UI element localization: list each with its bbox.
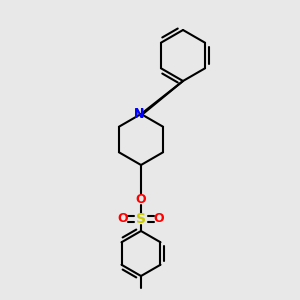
Text: N: N <box>134 106 145 120</box>
Text: O: O <box>118 212 128 226</box>
Text: N: N <box>134 107 144 121</box>
Text: S: S <box>136 212 146 226</box>
Text: O: O <box>136 193 146 206</box>
Text: O: O <box>154 212 164 226</box>
